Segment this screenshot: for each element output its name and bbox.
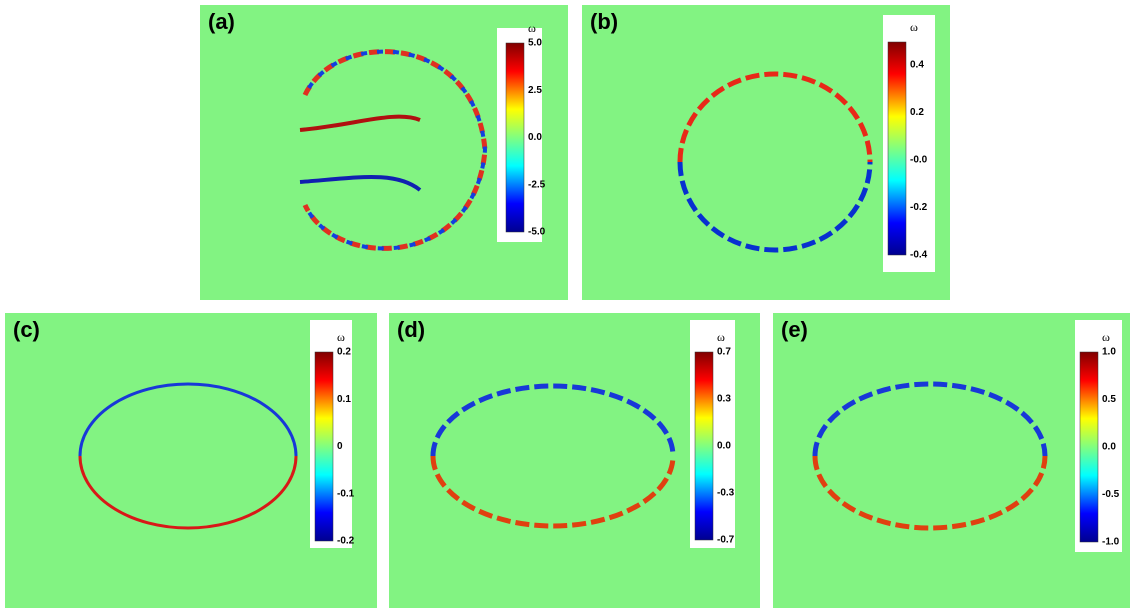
panel-label: (e)	[781, 317, 808, 342]
colorbar-title: ω	[1102, 330, 1110, 344]
panel: (e) ω 1.0 0.5 0.0 -0.5 -1.0	[773, 313, 1130, 608]
colorbar-tick-label: -0.2	[337, 536, 355, 547]
colorbar	[315, 352, 333, 541]
colorbar-tick-label: 0.5	[1102, 394, 1116, 405]
colorbar-title: ω	[337, 330, 345, 344]
panel: (d) ω 0.7 0.3 0.0 -0.3 -0.7	[389, 313, 760, 608]
colorbar-tick-label: 1.0	[1102, 347, 1116, 358]
colorbar	[888, 42, 906, 255]
colorbar-tick-label: 2.5	[528, 85, 542, 96]
colorbar	[506, 43, 524, 232]
colorbar-tick-label: 0.0	[1102, 442, 1116, 453]
colorbar-tick-label: -0.1	[337, 488, 355, 499]
panel-label: (a)	[208, 9, 235, 34]
colorbar	[1080, 352, 1098, 542]
colorbar-tick-label: -0.0	[910, 155, 928, 166]
colorbar-tick-label: -0.7	[717, 535, 735, 546]
panel-label: (c)	[13, 317, 40, 342]
colorbar	[695, 352, 713, 540]
colorbar-tick-label: 0.3	[717, 394, 731, 405]
colorbar-tick-label: 0	[337, 441, 343, 452]
colorbar-tick-label: -1.0	[1102, 537, 1120, 548]
colorbar-tick-label: 0.0	[528, 132, 542, 143]
colorbar-tick-label: 5.0	[528, 38, 542, 49]
colorbar-tick-label: 0.2	[910, 107, 924, 118]
panel: (b) ω 0.4 0.2 -0.0 -0.2 -0.4	[582, 5, 950, 300]
colorbar-tick-label: -5.0	[528, 227, 546, 238]
panel-label: (d)	[397, 317, 425, 342]
colorbar-tick-label: -2.5	[528, 179, 546, 190]
colorbar-tick-label: -0.5	[1102, 489, 1120, 500]
colorbar-tick-label: -0.3	[717, 488, 735, 499]
colorbar-tick-label: 0.2	[337, 347, 351, 358]
colorbar-tick-label: 0.7	[717, 347, 731, 358]
panel: (c) ω 0.2 0.1 0 -0.1 -0.2	[5, 313, 377, 608]
colorbar-tick-label: 0.0	[717, 441, 731, 452]
colorbar-title: ω	[910, 20, 918, 34]
colorbar-title: ω	[528, 21, 536, 35]
panel: (a) ω 5.0 2.5 0.0 -2.5 -5.0	[200, 5, 568, 300]
colorbar-tick-label: -0.4	[910, 250, 928, 261]
colorbar-tick-label: 0.4	[910, 60, 924, 71]
colorbar-tick-label: 0.1	[337, 394, 351, 405]
panel-label: (b)	[590, 9, 618, 34]
figure: (a) ω 5.0 2.5 0.0 -2.5 -5.0 (b) ω 0.4 0.2 -0.0 -0.2 -…	[0, 0, 1133, 608]
colorbar-tick-label: -0.2	[910, 202, 928, 213]
colorbar-title: ω	[717, 330, 725, 344]
